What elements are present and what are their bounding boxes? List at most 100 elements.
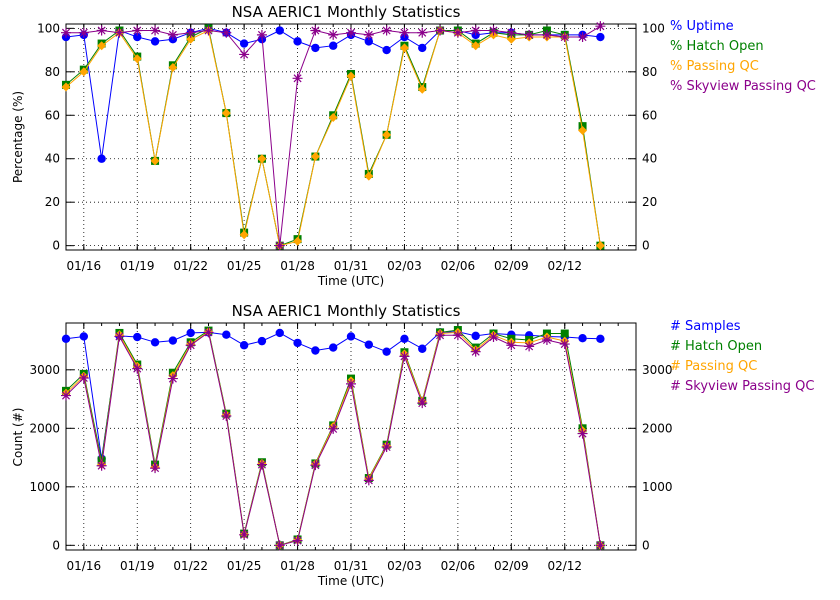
data-point-3 <box>524 29 535 40</box>
data-point-2 <box>346 71 356 81</box>
data-point-2 <box>417 84 427 94</box>
y-tick-label-left: 60 <box>45 108 60 122</box>
data-point-2 <box>506 34 516 44</box>
chart-top-title: NSA AERIC1 Monthly Statistics <box>232 3 461 21</box>
y-tick-label-right: 2000 <box>642 421 673 435</box>
chart-bottom-ylabel: Count (#) <box>11 408 25 467</box>
data-point-3 <box>381 442 392 453</box>
x-tick-label: 01/19 <box>120 559 155 573</box>
legend-entry-3: % Skyview Passing QC <box>670 79 816 94</box>
data-point-3 <box>114 331 125 342</box>
data-point-3 <box>417 398 428 409</box>
y-tick-label-right: 80 <box>642 65 657 79</box>
data-point-0 <box>275 328 284 338</box>
data-point-0 <box>293 338 302 348</box>
series-line-2 <box>65 330 601 546</box>
series-1 <box>62 24 605 250</box>
data-point-3 <box>221 411 232 422</box>
x-tick-label: 01/25 <box>227 259 262 273</box>
data-point-3 <box>185 340 196 351</box>
x-tick-label: 01/28 <box>280 259 315 273</box>
data-point-0 <box>293 37 302 46</box>
y-tick-label-right: 3000 <box>642 363 673 377</box>
data-point-3 <box>132 25 143 36</box>
data-point-0 <box>222 330 231 339</box>
data-point-3 <box>470 346 481 357</box>
data-point-3 <box>239 49 250 60</box>
data-point-0 <box>382 45 391 55</box>
data-point-3 <box>203 25 214 36</box>
data-point-2 <box>257 154 267 164</box>
x-tick-label: 01/31 <box>334 259 369 273</box>
data-point-0 <box>150 338 160 347</box>
chart-bottom-title: NSA AERIC1 Monthly Statistics <box>232 302 461 320</box>
data-point-3 <box>346 378 356 389</box>
chart-top-series <box>61 21 606 251</box>
data-point-2 <box>186 34 196 44</box>
data-point-0 <box>239 341 249 350</box>
data-point-3 <box>61 390 71 401</box>
data-point-3 <box>417 27 428 38</box>
chart-top-legend: % Uptime % Hatch Open % Passing QC % Skyvie… <box>670 19 816 94</box>
data-point-3 <box>399 351 410 362</box>
data-point-3 <box>559 339 570 350</box>
x-tick-label: 02/12 <box>547 259 582 273</box>
x-tick-label: 02/06 <box>441 559 476 573</box>
data-point-3 <box>150 463 161 474</box>
data-point-3 <box>541 29 552 40</box>
data-point-1 <box>560 329 569 338</box>
chart-top-ylabel: Percentage (%) <box>11 91 25 183</box>
data-point-2 <box>168 62 178 72</box>
y-tick-label-right: 0 <box>642 239 650 253</box>
y-tick-label-right: 1000 <box>642 480 673 494</box>
data-point-0 <box>257 336 267 346</box>
data-point-3 <box>506 340 517 351</box>
x-tick-label: 01/31 <box>334 559 369 573</box>
data-point-3 <box>595 21 606 32</box>
x-tick-label: 02/09 <box>494 559 529 573</box>
data-point-2 <box>293 236 303 246</box>
data-point-2 <box>132 54 142 64</box>
series-1 <box>62 326 605 550</box>
data-point-3 <box>595 540 606 551</box>
x-tick-label: 02/03 <box>387 259 422 273</box>
data-point-3 <box>132 363 143 374</box>
data-point-0 <box>239 39 249 48</box>
data-point-0 <box>275 26 284 35</box>
data-point-3 <box>524 341 535 352</box>
chart-bottom: NSA AERIC1 Monthly Statistics 01/16 01/19… <box>11 302 814 588</box>
legend-entry-1: # Hatch Open <box>670 339 762 354</box>
x-tick-label: 02/06 <box>441 259 476 273</box>
chart-bottom-series <box>61 326 606 551</box>
data-point-2 <box>471 41 481 51</box>
data-point-3 <box>96 25 107 36</box>
x-tick-label: 02/09 <box>494 259 529 273</box>
x-tick-label: 01/28 <box>280 559 315 573</box>
legend-entry-2: % Passing QC <box>670 59 759 74</box>
y-tick-label-left: 20 <box>45 195 60 209</box>
data-point-0 <box>61 334 71 343</box>
data-point-2 <box>310 152 320 162</box>
y-tick-label-left: 3000 <box>29 363 60 377</box>
legend-entry-0: # Samples <box>670 319 741 334</box>
series-line-3 <box>66 25 601 246</box>
data-point-2 <box>221 108 231 118</box>
data-point-2 <box>239 230 249 240</box>
data-point-0 <box>578 334 587 343</box>
data-point-2 <box>79 67 89 77</box>
data-point-0 <box>186 328 195 338</box>
chart-bottom-grid <box>66 323 636 550</box>
legend-entry-2: # Passing QC <box>670 359 757 374</box>
series-line-2 <box>65 29 601 247</box>
data-point-3 <box>470 25 481 36</box>
data-point-3 <box>274 540 285 551</box>
data-point-3 <box>559 32 570 43</box>
x-tick-label: 01/22 <box>173 259 208 273</box>
data-point-3 <box>363 29 374 40</box>
data-point-3 <box>203 327 214 338</box>
x-tick-label: 01/22 <box>173 559 208 573</box>
x-tick-label: 02/12 <box>547 559 582 573</box>
data-point-3 <box>435 330 446 341</box>
data-point-3 <box>61 27 71 38</box>
